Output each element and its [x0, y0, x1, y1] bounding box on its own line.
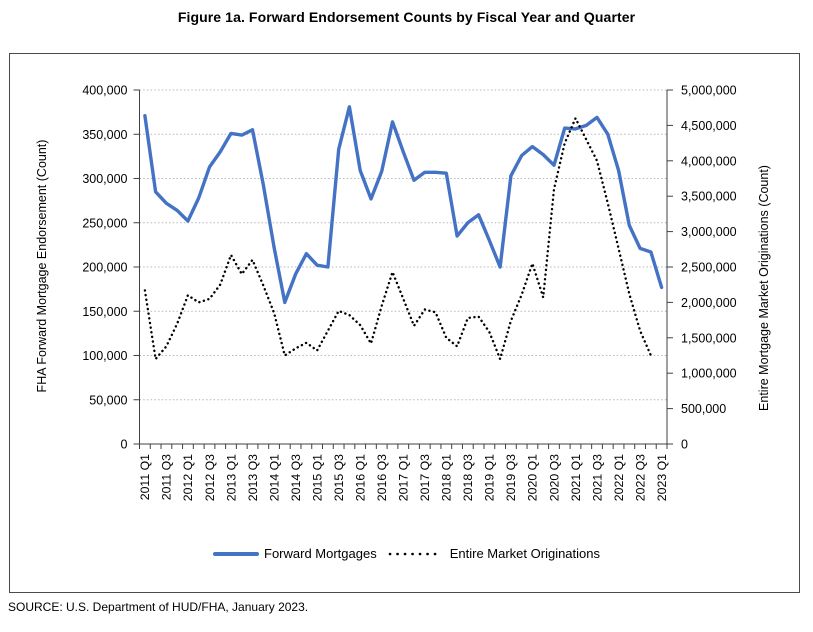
left-axis-title: FHA Forward Mortgage Endorsement (Count): [35, 139, 49, 393]
left-axis-tick-labels: 400,000 350,000 300,000 250,000 200,000 150,0…: [82, 84, 127, 452]
svg-text:2018 Q1: 2018 Q1: [440, 454, 454, 501]
svg-text:2019 Q3: 2019 Q3: [504, 454, 518, 501]
svg-text:2015 Q3: 2015 Q3: [332, 454, 346, 501]
svg-text:2013 Q1: 2013 Q1: [224, 454, 238, 501]
legend-item-entire-market: Entire Market Originations: [387, 546, 600, 561]
svg-text:2014 Q1: 2014 Q1: [267, 454, 281, 501]
svg-text:4,000,000: 4,000,000: [681, 154, 737, 168]
svg-text:2012 Q1: 2012 Q1: [181, 454, 195, 501]
svg-text:2011 Q1: 2011 Q1: [138, 454, 152, 500]
svg-text:100,000: 100,000: [82, 349, 127, 363]
svg-text:150,000: 150,000: [82, 305, 127, 319]
chart-title: Figure 1a. Forward Endorsement Counts by…: [177, 9, 636, 25]
svg-text:3,000,000: 3,000,000: [681, 225, 737, 239]
svg-text:2,500,000: 2,500,000: [681, 261, 737, 275]
series-forward-mortgages-line: [143, 105, 664, 305]
legend-item-forward-mortgages: Forward Mortgages: [213, 546, 377, 561]
source-note: SOURCE: U.S. Department of HUD/FHA, Janu…: [8, 600, 309, 614]
svg-text:2022 Q1: 2022 Q1: [612, 454, 626, 501]
svg-text:2016 Q3: 2016 Q3: [375, 454, 389, 501]
svg-text:2022 Q3: 2022 Q3: [633, 454, 647, 501]
forward-line-swatch-icon: [213, 551, 259, 556]
svg-text:2015 Q1: 2015 Q1: [310, 454, 324, 501]
svg-text:2023 Q1: 2023 Q1: [655, 454, 669, 501]
legend-label-forward: Forward Mortgages: [264, 546, 377, 561]
legend-label-market: Entire Market Originations: [449, 546, 600, 561]
chart-frame: [9, 53, 800, 593]
svg-text:2014 Q3: 2014 Q3: [289, 454, 303, 501]
svg-text:2017 Q3: 2017 Q3: [418, 454, 432, 501]
svg-text:50,000: 50,000: [89, 393, 127, 407]
svg-text:400,000: 400,000: [82, 84, 127, 98]
svg-text:250,000: 250,000: [82, 216, 127, 230]
dotted-line-swatch-icon: [388, 552, 444, 555]
svg-text:2013 Q3: 2013 Q3: [246, 454, 260, 501]
chart-legend: Forward Mortgages Entire Market Originat…: [0, 546, 813, 561]
svg-text:2021 Q1: 2021 Q1: [569, 454, 583, 501]
svg-text:1,500,000: 1,500,000: [681, 331, 737, 345]
svg-text:200,000: 200,000: [82, 261, 127, 275]
svg-text:2017 Q1: 2017 Q1: [397, 454, 411, 501]
series-entire-market-line: [143, 117, 653, 361]
right-axis-title: Entire Mortgage Market Originations (Cou…: [757, 165, 771, 411]
svg-text:2020 Q3: 2020 Q3: [547, 454, 561, 501]
plot-axes: [133, 89, 673, 449]
svg-text:2,000,000: 2,000,000: [681, 296, 737, 310]
svg-text:5,000,000: 5,000,000: [681, 84, 737, 98]
svg-text:2011 Q3: 2011 Q3: [160, 454, 174, 500]
svg-text:300,000: 300,000: [82, 172, 127, 186]
x-axis-tick-labels: 2011 Q1 2011 Q3 2012 Q1 2012 Q3 2013 Q1 2013 …: [138, 454, 669, 501]
svg-text:4,500,000: 4,500,000: [681, 119, 737, 133]
svg-text:2012 Q3: 2012 Q3: [203, 454, 217, 501]
svg-text:2018 Q3: 2018 Q3: [461, 454, 475, 501]
svg-text:0: 0: [681, 438, 688, 452]
svg-text:0: 0: [121, 438, 128, 452]
svg-text:2020 Q1: 2020 Q1: [526, 454, 540, 501]
right-axis-tick-labels: 5,000,000 4,500,000 4,000,000 3,500,000 3,00…: [681, 84, 737, 452]
plot-gridlines: [139, 89, 667, 401]
svg-text:2021 Q3: 2021 Q3: [590, 454, 604, 501]
svg-text:500,000: 500,000: [681, 402, 726, 416]
svg-text:2016 Q1: 2016 Q1: [353, 454, 367, 501]
svg-text:1,000,000: 1,000,000: [681, 367, 737, 381]
svg-text:3,500,000: 3,500,000: [681, 190, 737, 204]
svg-text:350,000: 350,000: [82, 128, 127, 142]
svg-text:2019 Q1: 2019 Q1: [483, 454, 497, 501]
